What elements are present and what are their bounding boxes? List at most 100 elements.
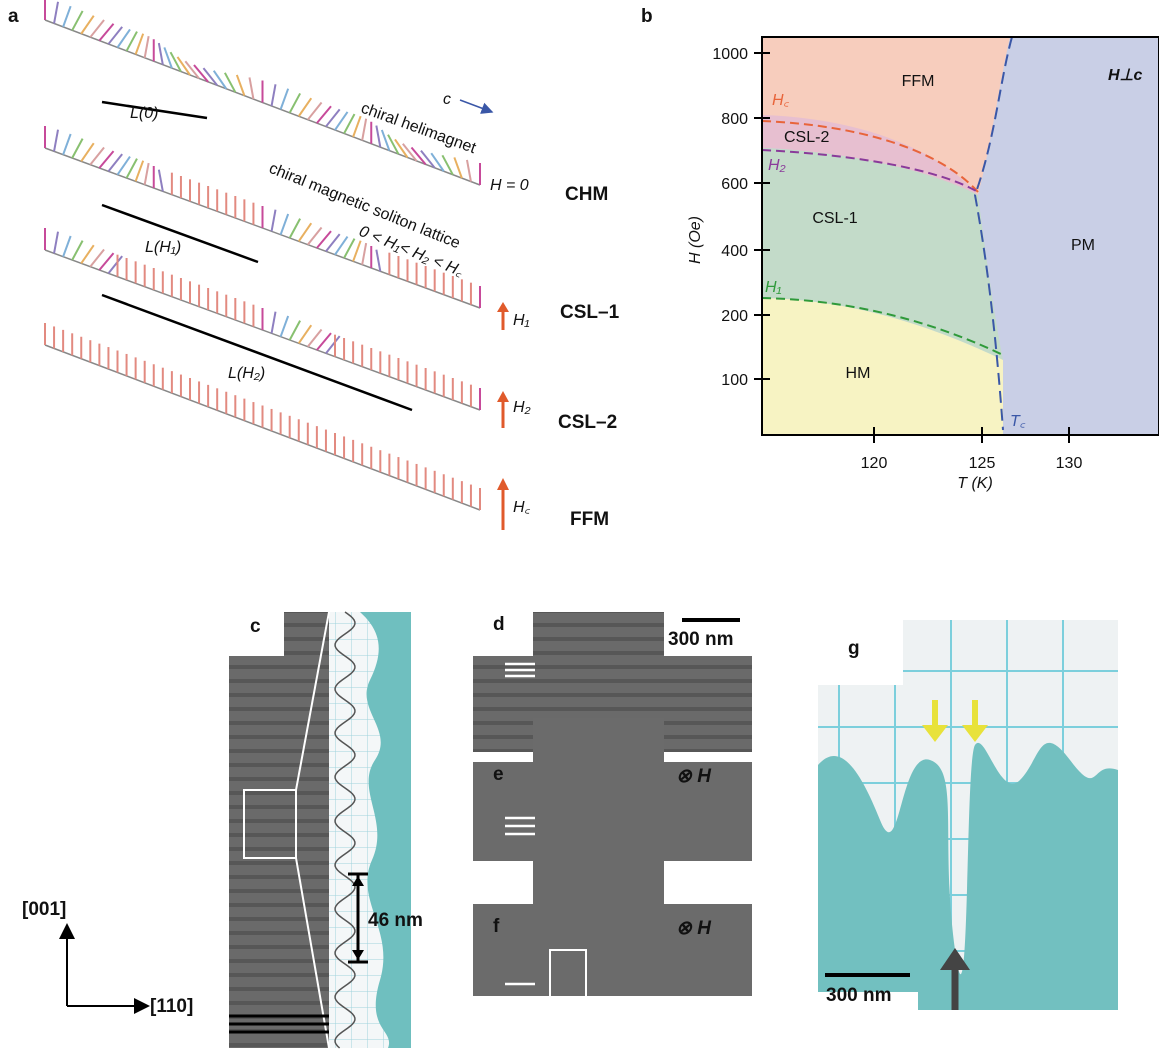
panel-c: c 46 nm — [229, 611, 423, 1049]
spin — [334, 111, 349, 131]
spin — [248, 77, 255, 100]
y-tick-label: 800 — [721, 111, 748, 128]
period-label: L(0) — [130, 105, 158, 122]
spin — [134, 33, 145, 55]
spin — [89, 146, 105, 166]
spin — [288, 92, 301, 114]
field-label: H₁ — [513, 312, 530, 329]
spin — [430, 152, 445, 172]
panel-label: g — [848, 638, 860, 659]
spin — [89, 19, 105, 38]
state-label: CHM — [565, 184, 608, 205]
field-label: H₂ — [513, 399, 531, 416]
spin — [212, 70, 228, 90]
spin — [402, 143, 418, 162]
spin — [270, 209, 277, 232]
state-label: FFM — [570, 509, 609, 530]
panel-a: a L(0) L(H₁) L(H₂) c chiral helimagnet H… — [8, 0, 620, 530]
spin — [307, 101, 323, 121]
spin — [98, 23, 115, 42]
period-label: L(H₂) — [228, 365, 265, 382]
spin — [453, 157, 463, 179]
axis-label: c — [443, 91, 451, 108]
spin — [316, 230, 332, 249]
spin — [80, 244, 95, 264]
x-tick-label: 125 — [969, 455, 996, 472]
y-tick-label: 200 — [721, 308, 748, 325]
spin — [380, 129, 391, 151]
spin — [116, 155, 131, 176]
spin — [410, 146, 427, 166]
panel-label: c — [250, 616, 261, 637]
spin — [375, 125, 382, 148]
spin — [71, 10, 84, 31]
spin — [235, 74, 246, 96]
field-label: ⊗ H — [676, 766, 712, 787]
ffm-region — [762, 37, 1010, 195]
spin — [157, 42, 164, 65]
spin — [163, 47, 173, 69]
spin — [270, 84, 277, 107]
scale-label: 46 nm — [368, 910, 423, 931]
state-label: CSL–2 — [558, 412, 617, 433]
spin — [107, 255, 123, 274]
spin — [134, 160, 145, 182]
spin — [279, 315, 290, 338]
period-bar — [101, 100, 208, 120]
spin — [343, 238, 356, 259]
region-label: CSL-1 — [812, 210, 857, 227]
spin — [107, 153, 123, 172]
spin — [420, 150, 436, 169]
spin — [387, 134, 400, 155]
spin — [297, 97, 313, 117]
spin — [361, 242, 368, 265]
curve-label: H₂ — [768, 157, 786, 174]
spin — [325, 108, 341, 128]
spin — [288, 218, 301, 239]
curve-label: H₁ — [765, 279, 782, 296]
region-label: H⊥c — [1108, 67, 1142, 84]
spin — [176, 56, 191, 76]
scale-label: 300 nm — [826, 985, 891, 1006]
panel-g: g 300 nm — [818, 620, 1118, 1010]
spin — [62, 235, 72, 258]
spin — [224, 72, 237, 93]
region-label: HM — [846, 365, 871, 382]
c-arrow — [459, 99, 494, 114]
region-label: PM — [1071, 237, 1095, 254]
spin — [157, 169, 164, 192]
spin — [62, 5, 72, 28]
spin — [334, 235, 349, 256]
spin — [143, 35, 150, 58]
spin — [53, 231, 59, 254]
spin — [53, 129, 59, 152]
spin — [270, 311, 277, 334]
spin — [288, 320, 301, 341]
spin — [352, 115, 362, 138]
axis-title: H (Oe) — [687, 216, 704, 264]
spin — [80, 142, 95, 162]
spin — [193, 64, 209, 83]
scale-label: 300 nm — [668, 629, 733, 650]
field-label: H = 0 — [490, 177, 529, 194]
panel-label: b — [641, 6, 653, 27]
spin — [325, 335, 341, 354]
spin — [297, 222, 313, 242]
orientation-axes: [001] [110] — [22, 899, 193, 1017]
y-tick-label: 100 — [721, 372, 748, 389]
y-tick-label: 400 — [721, 243, 748, 260]
x-tick-label: 130 — [1056, 455, 1083, 472]
spin — [80, 15, 95, 35]
hm-region — [762, 298, 1003, 435]
axis-label: [110] — [150, 996, 193, 1017]
spin — [98, 252, 115, 271]
field-label: H꜀ — [513, 499, 531, 516]
region-label: CSL-2 — [784, 129, 829, 146]
state-label: CSL–1 — [560, 302, 620, 323]
spin — [107, 26, 123, 45]
spin — [279, 88, 290, 110]
spin — [441, 154, 454, 176]
spin — [89, 248, 105, 268]
spin — [125, 158, 138, 179]
